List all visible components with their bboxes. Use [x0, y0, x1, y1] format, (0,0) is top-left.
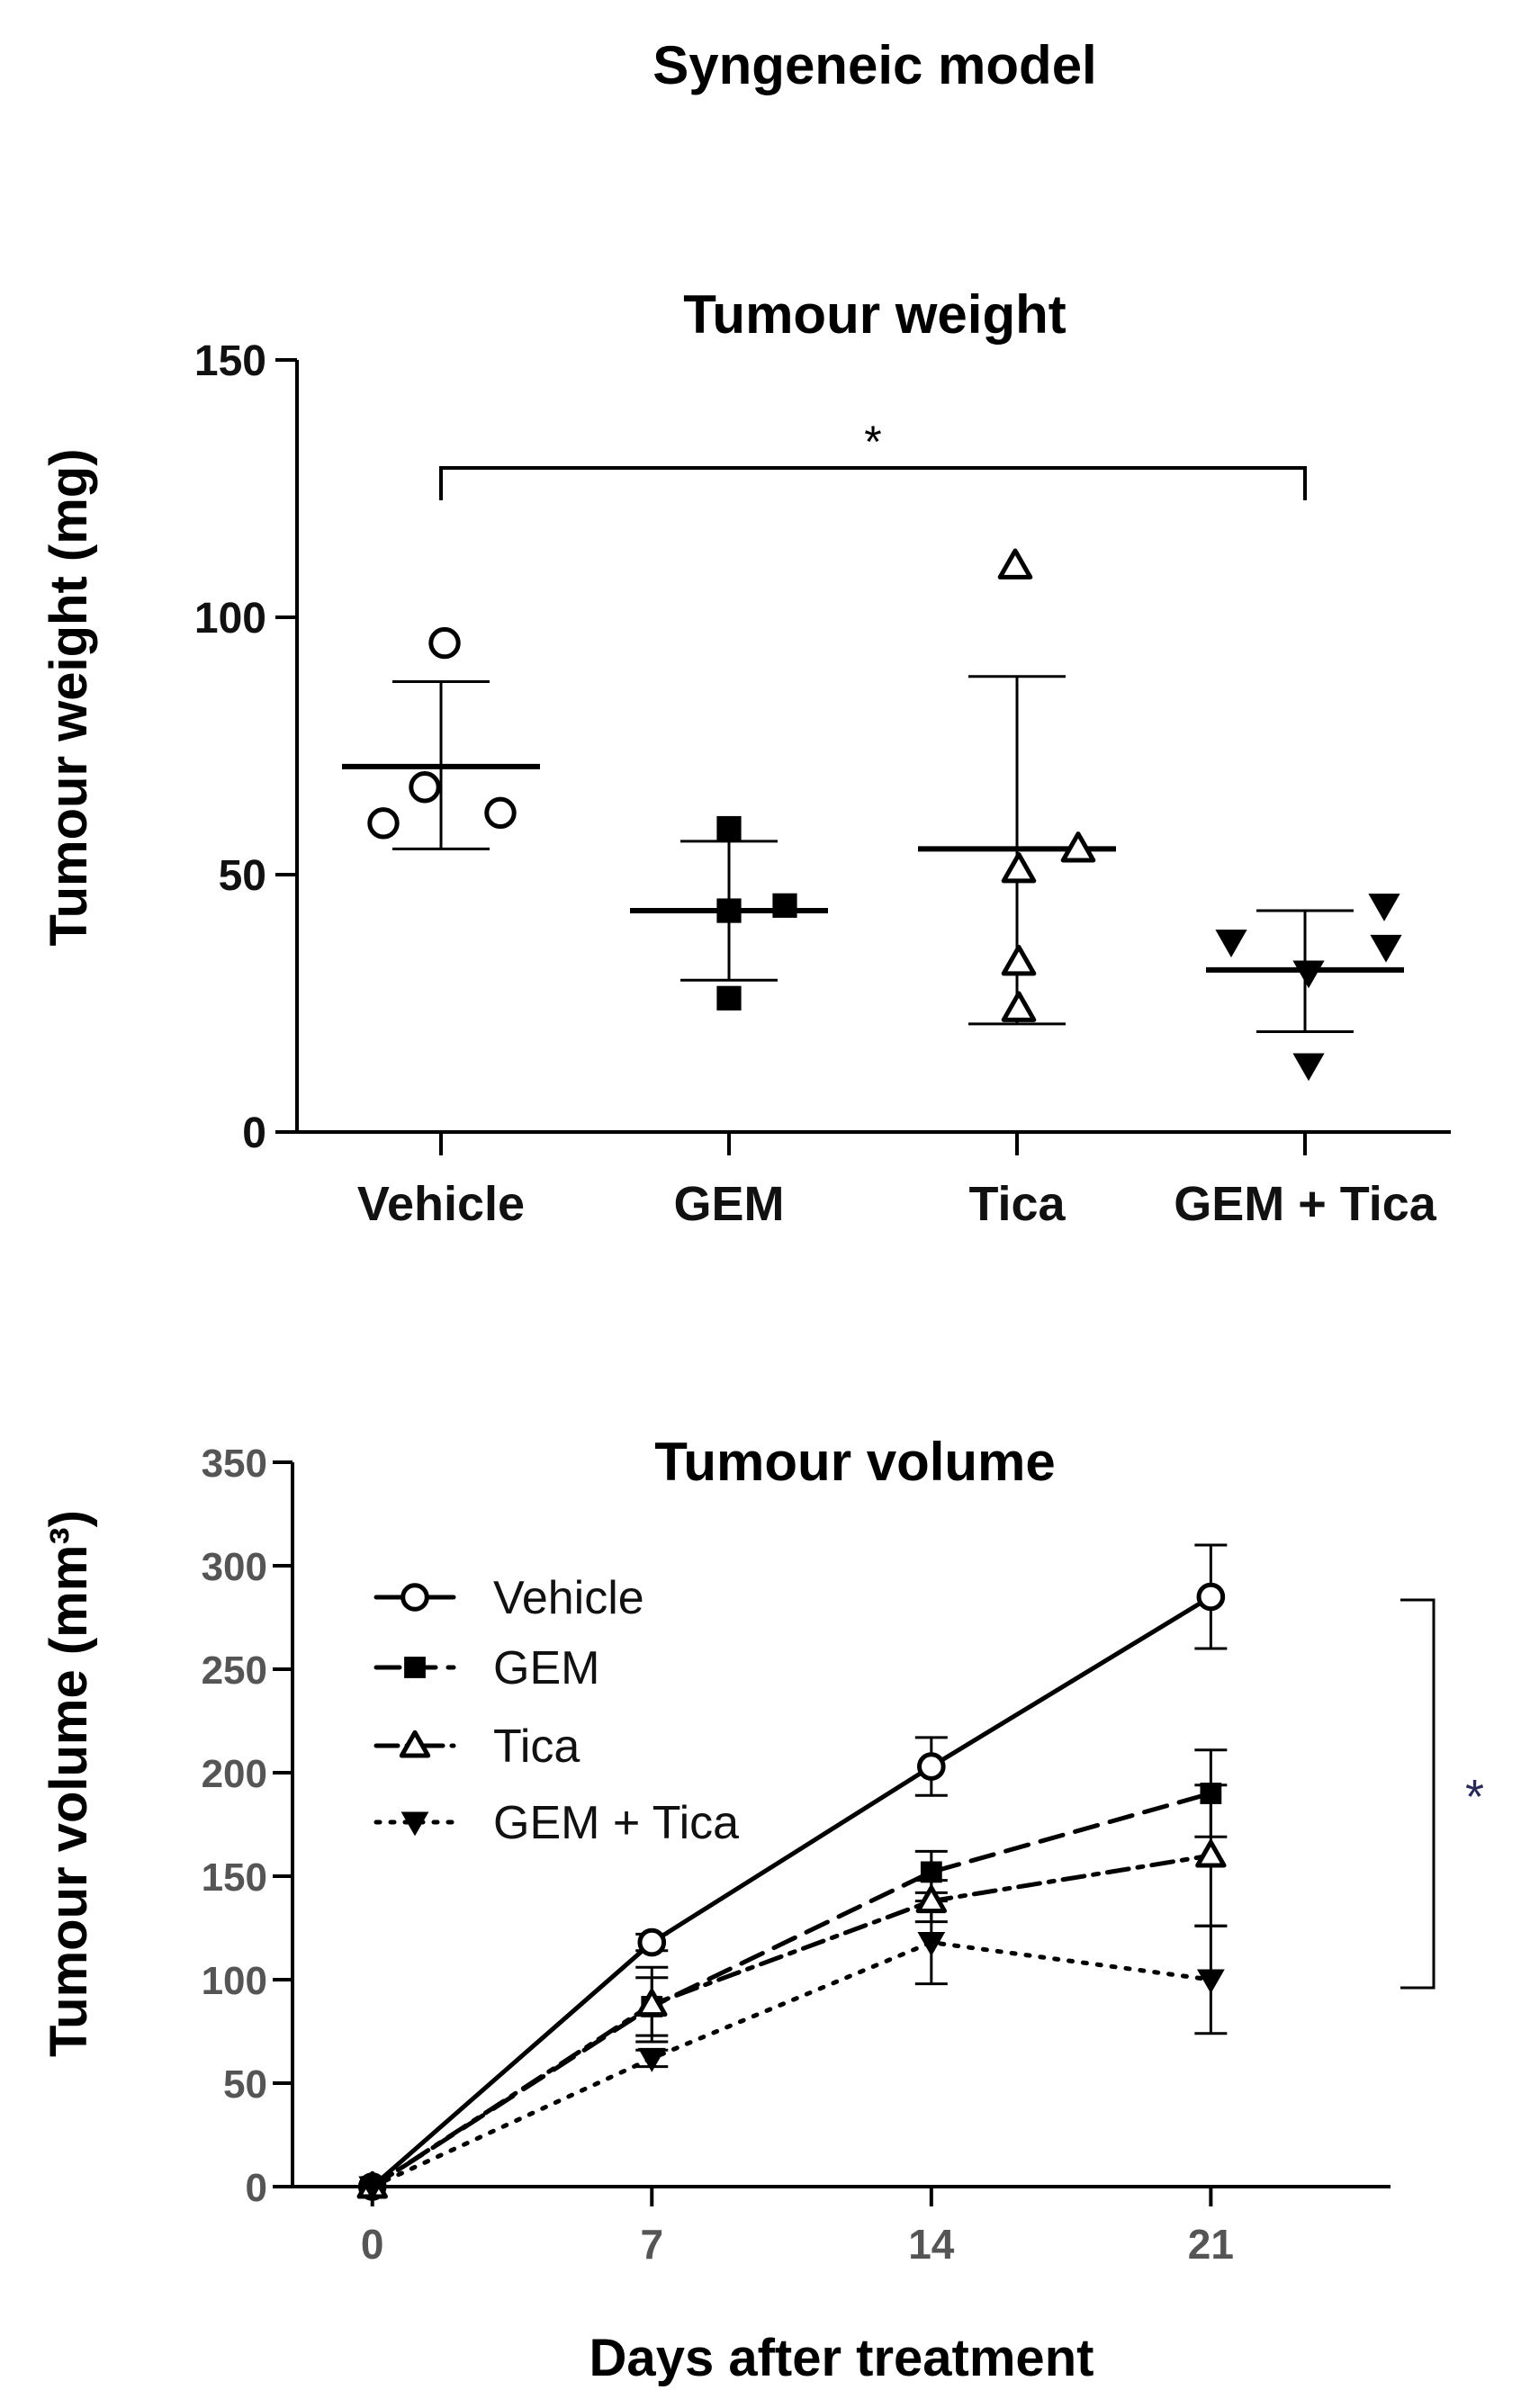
- weight-mean-sd-bars: [342, 675, 1404, 1033]
- volume-x-tick-label: 7: [640, 2221, 663, 2268]
- weight-y-tick-label: 0: [242, 1110, 266, 1157]
- volume-y-tick-label: 150: [202, 1855, 267, 1900]
- volume-chart-title: Tumour volume: [654, 1432, 1056, 1492]
- tumour-volume-chart: Tumour volume Tumour volume (mm³) Days a…: [40, 1432, 1484, 2387]
- weight-tick-labels: 0 50 100 150: [194, 337, 266, 1157]
- volume-data-point: [1196, 1969, 1225, 1994]
- legend-marker: [400, 1583, 429, 1612]
- weight-data-point: [409, 771, 441, 804]
- weight-data-point: [716, 985, 742, 1011]
- volume-data-points: [356, 1582, 1227, 2201]
- weight-data-point: [1215, 930, 1247, 957]
- weight-category-labels: Vehicle GEM Tica GEM + Tica: [357, 1177, 1437, 1231]
- volume-y-tick-label: 50: [223, 2062, 267, 2107]
- volume-data-point: [917, 1752, 946, 1781]
- tumour-weight-chart: Tumour weight Tumour weight (mg) 0 50 100 1…: [40, 284, 1451, 1231]
- volume-y-tick-label: 100: [202, 1959, 267, 2003]
- volume-series-line: [370, 1853, 1213, 2189]
- weight-chart-title: Tumour weight: [683, 284, 1066, 345]
- weight-category-label: Vehicle: [357, 1177, 525, 1231]
- volume-x-axis-label: Days after treatment: [590, 2329, 1094, 2387]
- legend-label: GEM: [493, 1642, 599, 1694]
- volume-data-point: [920, 1861, 942, 1883]
- weight-data-point: [772, 893, 797, 918]
- volume-y-tick-label: 250: [202, 1649, 267, 1693]
- volume-data-point: [1196, 1582, 1226, 1612]
- volume-x-tick-label: 21: [1188, 2221, 1234, 2268]
- volume-data-point: [915, 1885, 948, 1914]
- volume-series-line: [370, 1940, 1213, 2189]
- weight-y-tick-label: 100: [194, 595, 266, 642]
- weight-category-label: GEM + Tica: [1174, 1177, 1437, 1231]
- weight-significance-bracket: *: [439, 417, 1307, 500]
- weight-y-axis-label: Tumour weight (mg): [40, 448, 98, 946]
- volume-x-tick-label: 0: [361, 2221, 384, 2268]
- legend-marker: [400, 1811, 429, 1837]
- weight-category-label: Tica: [968, 1177, 1066, 1231]
- weight-axes: [275, 358, 1451, 1155]
- weight-data-point: [1370, 934, 1402, 963]
- weight-data-point: [1001, 851, 1037, 884]
- weight-data-point: [716, 898, 742, 923]
- figure-title: Syngeneic model: [652, 35, 1096, 95]
- volume-tick-labels: 0 50 100 150 200 250 300 350 0 7 14 21: [202, 1442, 1234, 2268]
- weight-bracket-line: [439, 466, 1307, 500]
- weight-significance-label: *: [864, 417, 881, 467]
- weight-data-point: [367, 807, 400, 840]
- weight-data-point: [1292, 960, 1325, 989]
- volume-data-point: [636, 1989, 668, 2017]
- weight-data-point: [484, 796, 517, 830]
- legend-label: GEM + Tica: [493, 1797, 739, 1849]
- weight-data-point: [1001, 991, 1037, 1022]
- volume-data-point: [1200, 1783, 1222, 1804]
- weight-category-label: GEM: [673, 1177, 784, 1231]
- legend-label: Vehicle: [493, 1572, 644, 1624]
- volume-y-tick-label: 0: [246, 2166, 267, 2210]
- weight-data-point: [1060, 831, 1096, 863]
- volume-y-axis-label: Tumour volume (mm³): [40, 1510, 98, 2057]
- volume-significance-label: *: [1465, 1770, 1484, 1824]
- weight-y-tick-label: 50: [219, 852, 266, 900]
- weight-data-point: [1368, 894, 1400, 921]
- volume-y-tick-label: 350: [202, 1442, 267, 1486]
- weight-data-point: [716, 815, 742, 841]
- weight-data-point: [428, 626, 461, 660]
- volume-data-point: [637, 2047, 666, 2072]
- volume-significance-bracket: *: [1400, 1598, 1484, 1990]
- volume-axes: [273, 1460, 1390, 2206]
- legend-label: Tica: [493, 1721, 580, 1773]
- weight-y-tick-label: 150: [194, 337, 266, 385]
- volume-series-lines: [370, 1595, 1213, 2189]
- volume-series-line: [370, 1595, 1213, 2189]
- weight-data-point: [1292, 1053, 1325, 1082]
- volume-y-tick-label: 300: [202, 1545, 267, 1589]
- volume-data-point: [637, 1927, 667, 1957]
- volume-bracket-line: [1400, 1598, 1436, 1990]
- volume-data-point: [917, 1932, 946, 1956]
- volume-x-tick-label: 14: [908, 2221, 955, 2268]
- weight-data-point: [997, 548, 1033, 580]
- volume-data-point: [358, 2176, 387, 2201]
- volume-legend: Vehicle GEM Tica GEM + Tica: [374, 1572, 739, 1849]
- volume-data-point: [1195, 1839, 1227, 1868]
- volume-y-tick-label: 200: [202, 1752, 267, 1796]
- legend-marker: [404, 1657, 426, 1678]
- legend-marker: [399, 1730, 431, 1758]
- weight-data-points: [367, 548, 1402, 1082]
- weight-data-point: [1001, 944, 1037, 976]
